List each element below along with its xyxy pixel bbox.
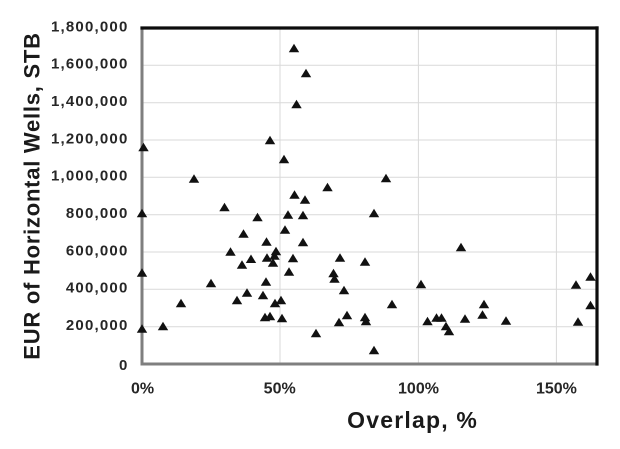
svg-text:1,200,000: 1,200,000 bbox=[51, 130, 129, 147]
svg-text:1,600,000: 1,600,000 bbox=[51, 56, 129, 73]
svg-text:600,000: 600,000 bbox=[66, 242, 129, 259]
svg-text:0: 0 bbox=[119, 357, 129, 374]
svg-text:EUR of Horizontal Wells, STB: EUR of Horizontal Wells, STB bbox=[20, 32, 45, 359]
svg-text:1,400,000: 1,400,000 bbox=[51, 93, 129, 110]
svg-text:800,000: 800,000 bbox=[66, 205, 129, 222]
svg-text:1,800,000: 1,800,000 bbox=[51, 18, 129, 35]
svg-text:0%: 0% bbox=[131, 381, 154, 398]
svg-text:100%: 100% bbox=[398, 381, 439, 398]
svg-text:1,000,000: 1,000,000 bbox=[51, 168, 129, 185]
svg-text:Overlap, %: Overlap, % bbox=[347, 407, 478, 433]
svg-text:50%: 50% bbox=[264, 381, 296, 398]
svg-text:200,000: 200,000 bbox=[66, 317, 129, 334]
svg-text:150%: 150% bbox=[536, 381, 577, 398]
svg-text:400,000: 400,000 bbox=[66, 280, 129, 297]
